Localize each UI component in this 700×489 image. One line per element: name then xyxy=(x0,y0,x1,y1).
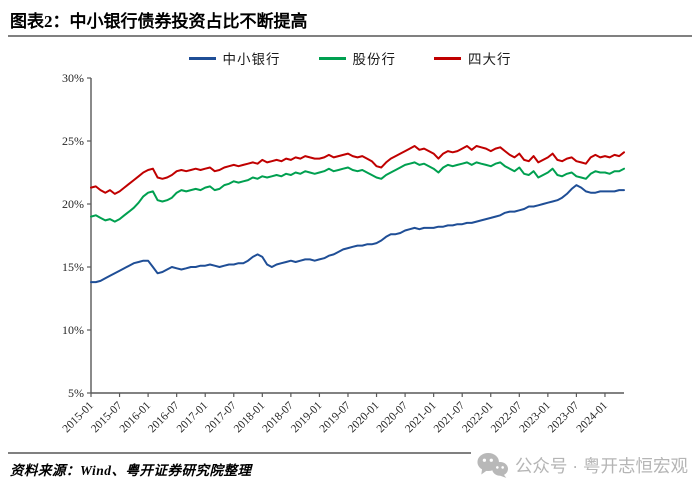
legend-label: 四大行 xyxy=(468,52,512,67)
legend-item-small-medium-banks: 中小银行 xyxy=(188,48,281,68)
legend-item-joint-stock-banks: 股份行 xyxy=(318,48,397,68)
legend-label: 中小银行 xyxy=(222,52,281,67)
page-title: 图表2：中小银行债券投资占比不断提高 xyxy=(10,12,308,31)
watermark: 公众号 · 粤开志恒宏观 xyxy=(470,449,696,481)
source-note: 资料来源：Wind、粤开证券研究院整理 xyxy=(10,463,252,478)
chart-legend: 中小银行 股份行 四大行 xyxy=(0,48,700,68)
svg-text:30%: 30% xyxy=(62,71,84,85)
legend-label: 股份行 xyxy=(352,52,396,67)
svg-text:5%: 5% xyxy=(68,386,84,400)
legend-swatch-blue xyxy=(188,56,216,60)
svg-text:15%: 15% xyxy=(62,260,84,274)
legend-item-big-four-banks: 四大行 xyxy=(434,48,512,68)
watermark-text: 公众号 · 粤开志恒宏观 xyxy=(514,455,688,476)
svg-text:10%: 10% xyxy=(62,323,84,337)
legend-swatch-red xyxy=(434,56,461,60)
svg-text:25%: 25% xyxy=(62,134,84,148)
title-divider xyxy=(8,35,692,37)
footer-divider xyxy=(8,452,692,454)
svg-text:20%: 20% xyxy=(62,197,84,211)
svg-text:2024-01: 2024-01 xyxy=(574,399,610,435)
legend-swatch-green xyxy=(318,56,346,60)
wechat-icon xyxy=(477,452,508,478)
